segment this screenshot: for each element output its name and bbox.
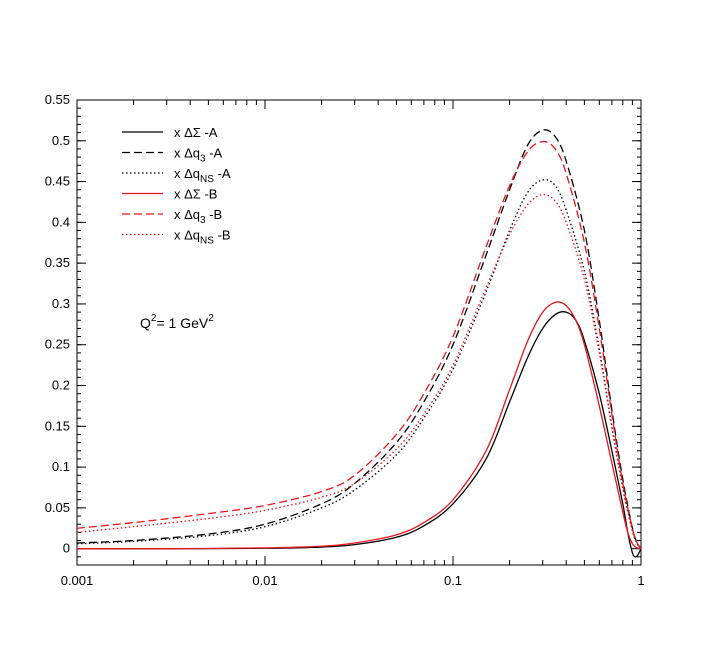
y-tick-label: 0.45 [45,174,70,189]
annotation-sup-2: 2 [208,313,214,324]
legend-label-qns-b: x ΔqNS -B [174,228,231,247]
series-line-qns-a [76,179,642,550]
legend-label-qns-a: x ΔqNS -A [174,166,231,185]
y-tick-label: 0.55 [45,92,70,107]
series-line-q3-b [76,140,642,550]
annotation-mid: = 1 GeV [156,315,208,331]
y-tick-label: 0.5 [52,133,70,148]
series-line-sigma-a [76,311,642,558]
legend-suffix: -A [214,166,231,181]
legend-prefix: x [174,187,184,202]
legend: x ΔΣ -Ax Δq3 -Ax ΔqNS -Ax ΔΣ -Bx Δq3 -Bx… [122,125,231,247]
legend-suffix: -B [214,228,231,243]
legend-suffix: -B [201,187,218,202]
legend-suffix: -A [206,146,223,161]
y-tick-label: 0.25 [45,337,70,352]
legend-symbol: ΔΣ [184,187,201,202]
legend-subscript: 3 [200,154,206,165]
legend-prefix: x [174,146,184,161]
x-tick-label: 0.001 [61,573,94,588]
x-tick-label: 0.01 [252,573,277,588]
y-axis-tick-labels: 0 0.05 0.1 0.15 0.2 0.25 0.3 0.35 0.4 0.45 0.5 0.55 [45,92,70,556]
y-tick-label: 0.1 [52,459,70,474]
legend-prefix: x [174,207,184,222]
x-tick-label: 0.1 [444,573,462,588]
legend-label-sigma-a: x ΔΣ -A [174,125,218,140]
legend-suffix: -A [201,125,218,140]
y-tick-label: 0.2 [52,378,70,393]
plot-frame [76,99,642,566]
legend-prefix: x [174,125,184,140]
legend-symbol: Δq [184,228,200,243]
annotation-base: Q [140,315,151,331]
x-axis-tick-labels: 0.001 0.01 0.1 1 [61,573,645,588]
legend-label-q3-b: x Δq3 -B [174,207,222,226]
x-tick-label: 1 [637,573,644,588]
legend-label-q3-a: x Δq3 -A [174,146,223,165]
legend-symbol: Δq [184,146,200,161]
legend-subscript: 3 [200,215,206,226]
q-squared-annotation: Q2= 1 GeV2 [140,313,214,331]
y-tick-label: 0.05 [45,500,70,515]
legend-prefix: x [174,166,184,181]
series-line-q3-a [76,129,642,550]
y-tick-label: 0 [63,541,70,556]
y-tick-label: 0.35 [45,255,70,270]
series-curves [76,129,642,558]
y-tick-label: 0.15 [45,418,70,433]
legend-symbol: Δq [184,166,200,181]
y-tick-label: 0.4 [52,214,70,229]
legend-label-sigma-b: x ΔΣ -B [174,187,217,202]
annotation-sup-1: 2 [151,313,157,324]
legend-prefix: x [174,228,184,243]
legend-symbol: Δq [184,207,200,222]
series-line-qns-b [76,193,642,550]
legend-subscript: NS [200,174,214,185]
legend-symbol: ΔΣ [184,125,201,140]
series-line-sigma-b [76,301,642,550]
legend-subscript: NS [200,236,214,247]
y-tick-label: 0.3 [52,296,70,311]
legend-suffix: -B [206,207,223,222]
axis-ticks [76,99,642,566]
